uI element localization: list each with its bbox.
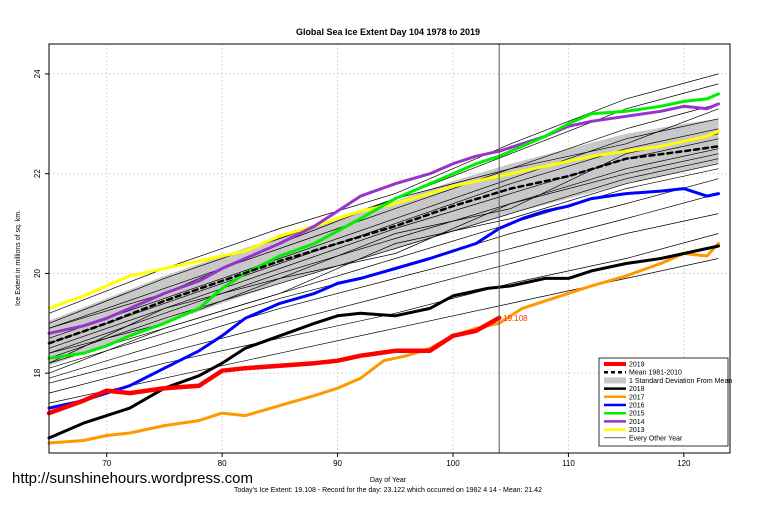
y-tick-label: 18 bbox=[33, 368, 42, 377]
plot-frame bbox=[48, 43, 731, 454]
other-year-line bbox=[48, 128, 719, 344]
other-year-line bbox=[48, 153, 719, 364]
other-year-line bbox=[48, 163, 719, 374]
x-tick-label: 80 bbox=[218, 459, 227, 468]
legend-label-2013: 2013 bbox=[629, 427, 645, 434]
legend-label-2015: 2015 bbox=[629, 411, 645, 418]
legend-swatch-1-standard-deviation-from-mean bbox=[604, 377, 626, 384]
other-year-line bbox=[48, 158, 719, 359]
x-tick-label: 110 bbox=[562, 459, 575, 468]
y-tick-label: 20 bbox=[33, 268, 42, 277]
series-line-2018 bbox=[47, 244, 720, 440]
legend-label-every-other-year: Every Other Year bbox=[629, 435, 683, 442]
other-year-line bbox=[48, 258, 719, 404]
main-series bbox=[46, 92, 720, 445]
series-line-2017 bbox=[47, 242, 720, 445]
series-line-mean-1981-2010 bbox=[47, 145, 720, 345]
legend-label-2016: 2016 bbox=[629, 403, 645, 410]
legend-label-1-standard-deviation-from-mean: 1 Standard Deviation From Mean bbox=[629, 378, 732, 385]
other-year-line bbox=[48, 213, 719, 384]
legend-label-2018: 2018 bbox=[629, 386, 645, 393]
x-axis-label: Day of Year bbox=[370, 477, 407, 484]
legend-label-2014: 2014 bbox=[629, 419, 645, 426]
footer-text: Today's Ice Extent: 19.108 - Record for … bbox=[234, 487, 542, 494]
legend-label-2019: 2019 bbox=[629, 362, 645, 369]
other-year-line bbox=[48, 148, 719, 354]
watermark: http://sunshinehours.wordpress.com bbox=[12, 470, 253, 487]
y-tick-label: 24 bbox=[33, 69, 42, 78]
chart-title: Global Sea Ice Extent Day 104 1978 to 20… bbox=[296, 27, 480, 37]
other-year-line bbox=[48, 103, 719, 329]
other-year-line bbox=[48, 118, 719, 339]
other-year-line bbox=[48, 233, 719, 394]
legend-label-2017: 2017 bbox=[629, 394, 645, 401]
series-line-2015 bbox=[47, 92, 720, 360]
series-line-2019 bbox=[46, 315, 502, 416]
x-tick-label: 120 bbox=[677, 459, 691, 468]
x-tick-label: 70 bbox=[102, 459, 111, 468]
current-value-label: 19.108 bbox=[503, 314, 528, 323]
y-axis-label: Ice Extent in millions of sq. km. bbox=[15, 210, 22, 306]
series-line-2014 bbox=[47, 102, 720, 335]
legend-label-mean-1981-2010: Mean 1981-2010 bbox=[629, 370, 682, 377]
y-tick-label: 22 bbox=[33, 169, 42, 178]
axes: 70 80 90 100 110 120 18 20 22 24 bbox=[33, 69, 691, 468]
x-tick-label: 100 bbox=[446, 459, 460, 468]
series-line-2013 bbox=[47, 129, 720, 310]
other-year-line bbox=[48, 193, 719, 379]
series-line-2016 bbox=[47, 187, 720, 410]
x-tick-label: 90 bbox=[333, 459, 342, 468]
